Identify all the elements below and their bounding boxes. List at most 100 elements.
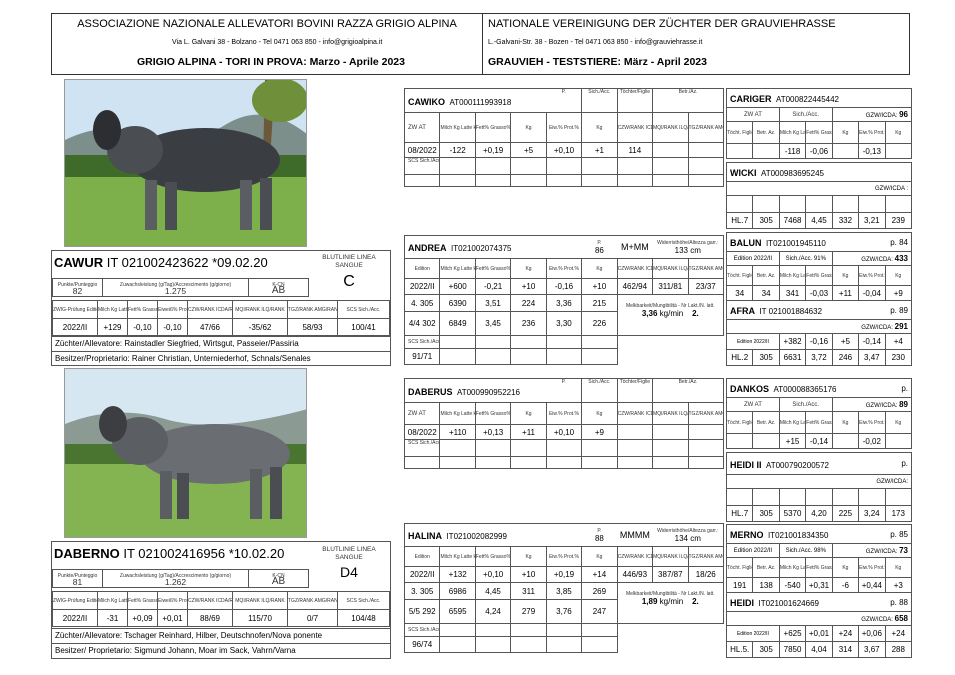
- table-row: BALUN IT021001945110 p. 84: [725, 232, 912, 252]
- table-row: ZW AT Sich./Acc. GZW/ICDA: 96: [726, 107, 913, 122]
- bull-photo-daberno: [64, 368, 307, 538]
- table-row: GZW/ICDA: 291: [726, 319, 912, 334]
- table-cell: 34: [725, 285, 754, 301]
- table-cell: [884, 488, 913, 506]
- table-cell: ZW AT: [726, 397, 780, 412]
- halina-r1-0: 3.: [411, 586, 418, 596]
- table-cell: Punkte/Punteggio 82: [52, 278, 103, 297]
- table-cell: [439, 348, 476, 365]
- table-cell: MQI/RANK ILQ/RANK: [652, 112, 689, 143]
- table-row: AFRA IT 021001884632 p. 89: [725, 300, 912, 320]
- table-cell: GZW/ICDA: 658: [726, 611, 912, 626]
- table-cell: 226: [581, 311, 618, 336]
- halina-r2-1: 292: [422, 607, 436, 616]
- halina-name: HALINA: [408, 531, 442, 541]
- bull-id: IT 021002423622: [106, 255, 209, 270]
- table-cell: Kg: [831, 411, 860, 434]
- table-cell: [510, 623, 547, 637]
- table-cell: +0,31: [805, 577, 833, 593]
- table-cell: K-CN AB: [248, 569, 309, 588]
- table-cell: [510, 157, 547, 175]
- table-row: HL.5. 305 7850 4,04 314 3,67 288: [725, 641, 913, 658]
- table-cell: Melkbarkeit/Mungibilità - Nr Lakt./N. la…: [616, 294, 725, 336]
- table-row: 191 138 -540 +0,31 -6 +0,44 +3: [725, 577, 913, 593]
- table-cell: CARIGER AT000822445442: [726, 88, 912, 108]
- table-row: Punkte/Punteggio 82 Zuwachsleistung (g/Ta…: [52, 278, 391, 297]
- labels-melk: Melkbarkeit/Mungibilità - Nr Lakt./N. la…: [625, 303, 715, 309]
- table-row: Punkte/Punteggio 81 Zuwachsleistung (g/Ta…: [52, 569, 391, 588]
- table-cell: +0,01: [805, 625, 833, 642]
- halina-p: 88: [594, 533, 604, 543]
- table-cell: [652, 142, 689, 158]
- data-table: ANDREA IT021002074375 P. 86 M+MM Widerristhö…: [403, 235, 725, 365]
- table-cell: Töcht. Figlie: [725, 265, 754, 286]
- sire-card-daberus: DABERUS AT000990952216 P. Sich./Acc. Töchte…: [403, 378, 724, 469]
- table-cell: GZW/ICDA: 96: [831, 107, 913, 122]
- table-row: ANDREA IT021002074375 P. 86 M+MM Widerristhö…: [403, 235, 724, 259]
- table-cell: 3,67: [858, 641, 886, 658]
- balun-czwv: 433: [894, 254, 908, 263]
- table-cell: Milch Kg Latte kg: [439, 546, 476, 567]
- cawiko-id: AT000111993918: [449, 97, 512, 107]
- table-cell: 3,24: [858, 505, 886, 522]
- table-cell: [439, 456, 476, 469]
- owner: Besitzer/ Proprietario: Sigmund Johann, …: [52, 643, 390, 659]
- table-cell: 6986: [439, 582, 476, 600]
- table-cell: [725, 433, 754, 449]
- table-cell: Widerristhöhe/Altezza garr.: 133 cm: [652, 235, 724, 259]
- bloodline-value: C: [343, 273, 355, 290]
- grandsire-card-dankos: DANKOS AT000088365176 p. ZW AT Sich./Acc. G…: [725, 378, 913, 449]
- table-cell: Betr./Az.: [652, 378, 724, 403]
- table-cell: GZW/ICDA:: [726, 474, 912, 489]
- daberus-name: DABERUS: [408, 386, 453, 397]
- table-cell: 6390: [439, 294, 476, 312]
- labels-punkte: Punkte/Punteggio: [57, 572, 98, 579]
- table-cell: 305: [752, 505, 780, 522]
- table-cell: Kg: [831, 265, 860, 286]
- table-cell: [309, 279, 391, 297]
- table-cell: +110: [439, 424, 476, 440]
- table-cell: 58/93: [287, 318, 338, 336]
- table-cell: 3,47: [858, 349, 886, 366]
- table-cell: [858, 488, 886, 506]
- table-cell: +625: [778, 625, 807, 642]
- table-cell: 96/74: [403, 636, 441, 653]
- header-left-address: Via L. Galvani 38 - Bolzano - Tel 0471 0…: [172, 39, 383, 46]
- table-row: MERNO IT021001834350 p. 85: [725, 524, 912, 544]
- table-cell: M+MM: [617, 235, 653, 259]
- performance-table: Punkte/Punteggio 81 Zuwachsleistung (g/Ta…: [52, 569, 390, 588]
- table-cell: TGZ/RANK AMG/RANK: [287, 300, 338, 319]
- header-left-subtitle: GRIGIO ALPINA - TORI IN PROVA: Marzo - A…: [137, 56, 405, 68]
- table-cell: +0,10: [545, 424, 583, 440]
- table-cell: GZW/ICDA: 73: [831, 543, 913, 558]
- table-cell: +5: [831, 333, 860, 350]
- table-cell: -0,13: [858, 143, 886, 159]
- table-cell: [474, 348, 512, 365]
- table-cell: Fett% Grasso%: [127, 591, 158, 610]
- table-cell: Betr. Az.: [752, 121, 780, 144]
- table-cell: HL.2: [725, 349, 754, 366]
- cawiko-name: CAWIKO: [408, 96, 445, 107]
- table-cell: Edition: [403, 258, 441, 279]
- afra-czw: GZW/ICDA:: [861, 325, 893, 331]
- table-cell: +24: [831, 625, 860, 642]
- table-cell: 225: [831, 505, 860, 522]
- table-cell: 173: [884, 505, 913, 522]
- table-cell: 34: [752, 285, 780, 301]
- table-row: HEIDI II AT000790200572 p.: [725, 452, 912, 475]
- table-cell: ZW AT: [403, 402, 441, 425]
- table-cell: p. 85: [858, 524, 912, 544]
- heidi-name: HEIDI: [730, 598, 755, 608]
- dam-card-andrea: ANDREA IT021002074375 P. 86 M+MM Widerristhö…: [403, 235, 725, 365]
- table-cell: [831, 195, 860, 213]
- halina-id: IT021002082999: [446, 532, 507, 541]
- table-row: SCS Sich./Acc.: [403, 157, 724, 175]
- table-row: HALINA IT021002082999 P. 88 MMMM Widerristhö…: [403, 523, 724, 547]
- table-cell: [510, 439, 547, 457]
- table-cell: Kg: [831, 121, 860, 144]
- table-cell: Töchter/Figlie: [616, 88, 654, 113]
- table-row: 96/74: [403, 636, 724, 653]
- table-row: ZW AT Milch Kg Latte kg Fett% Grasso% Kg Eiw…: [403, 402, 724, 425]
- table-cell: P.: [546, 88, 583, 113]
